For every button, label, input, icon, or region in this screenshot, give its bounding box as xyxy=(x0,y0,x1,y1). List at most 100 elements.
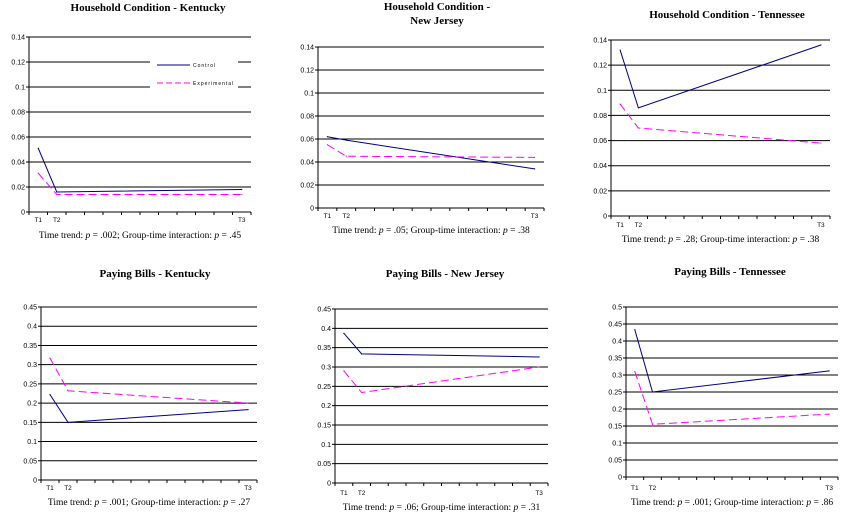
data-point-control-t3 xyxy=(247,409,249,411)
data-point-control-t1 xyxy=(37,147,39,149)
data-point-experimental-t1 xyxy=(49,357,51,359)
y-tick-label: 0 xyxy=(327,481,331,488)
y-tick-label: 0.08 xyxy=(300,114,314,121)
time-trend-value: = .002 xyxy=(90,231,117,241)
x-tick-label: T1 xyxy=(324,213,332,220)
y-tick-label: 0.1 xyxy=(27,439,37,446)
data-point-experimental-t3 xyxy=(533,156,536,158)
p-symbol: p xyxy=(805,498,811,508)
data-point-experimental-t3 xyxy=(820,142,822,144)
data-point-control-t2 xyxy=(651,391,654,393)
y-tick-label: 0 xyxy=(21,210,25,217)
x-tick-label: T2 xyxy=(635,222,643,229)
legend-label-experimental: Experimental xyxy=(193,81,234,87)
chart-title: Paying Bills - Kentucky xyxy=(100,268,211,280)
series-line-experimental xyxy=(619,103,821,144)
p-symbol: p xyxy=(213,231,219,241)
chart-4: Paying Bills - Kentucky 0 0.05 0.1 0.15 0.2 0.… xyxy=(23,268,258,508)
interaction-value: = .27 xyxy=(228,498,250,508)
footnote: Time trend: p = .05; Group-time interact… xyxy=(332,226,530,236)
chart-5: Paying Bills - New Jersey 0 0.05 0.1 0.15 0.2… xyxy=(317,268,549,513)
interaction-label: ; Group-time interaction: xyxy=(416,503,513,513)
y-tick-label: 0.02 xyxy=(11,185,25,192)
interaction-label: ; Group-time interaction: xyxy=(709,498,806,508)
y-tick-label: 0.1 xyxy=(321,442,331,449)
footnote: Time trend: p = .001; Group-time interac… xyxy=(48,498,250,508)
data-point-experimental-t2 xyxy=(651,423,654,425)
x-tick-label: T2 xyxy=(358,490,366,497)
series-line-control xyxy=(49,394,249,423)
data-point-experimental-t1 xyxy=(634,371,636,373)
series-line-control xyxy=(634,329,830,393)
interaction-label: ; Group-time interaction: xyxy=(117,231,214,241)
interaction-value: = .45 xyxy=(219,231,241,241)
y-tick-label: 0.2 xyxy=(321,403,331,410)
series-line-experimental xyxy=(343,366,540,394)
series-line-experimental xyxy=(634,371,830,425)
data-point-control-t2 xyxy=(345,139,347,141)
time-trend-label: Time trend: xyxy=(343,503,390,513)
data-point-experimental-t2 xyxy=(637,127,639,129)
y-tick-label: 0.25 xyxy=(608,390,622,397)
series-line-control xyxy=(37,148,242,193)
x-tick-label: T2 xyxy=(53,217,61,224)
y-tick-label: 0.35 xyxy=(317,345,331,352)
series-line-control xyxy=(327,136,535,170)
chart-title: New Jersey xyxy=(410,15,464,27)
p-symbol: p xyxy=(667,235,673,245)
y-tick-label: 0.08 xyxy=(593,113,607,120)
chart-title: Household Condition - Kentucky xyxy=(71,2,226,14)
footnote: Time trend: p = .06; Group-time interact… xyxy=(343,503,541,513)
y-tick-label: 0.4 xyxy=(612,339,622,346)
y-tick-label: 0.12 xyxy=(593,63,607,70)
data-point-control-t2 xyxy=(361,353,363,355)
legend-label-control: Control xyxy=(193,63,216,69)
y-tick-label: 0.5 xyxy=(612,305,622,312)
y-tick-label: 0.15 xyxy=(608,424,622,431)
y-tick-label: 0.45 xyxy=(608,322,622,329)
data-point-control-t3 xyxy=(820,44,822,46)
time-trend-value: = .28 xyxy=(673,235,695,245)
data-point-experimental-t1 xyxy=(619,103,621,105)
y-tick-label: 0.04 xyxy=(300,160,314,167)
y-tick-label: 0.05 xyxy=(608,458,622,465)
p-symbol: p xyxy=(222,498,228,508)
data-point-experimental-t3 xyxy=(538,366,540,368)
data-point-experimental-t3 xyxy=(828,413,830,415)
data-point-control-t1 xyxy=(326,136,329,138)
series-line-control xyxy=(619,44,822,109)
chart-3: Household Condition - Tennessee 0 0.02 0.04… xyxy=(593,9,831,245)
y-tick-label: 0.08 xyxy=(11,110,25,117)
x-tick-label: T1 xyxy=(340,490,348,497)
p-symbol: p xyxy=(85,231,91,241)
x-tick-label: T1 xyxy=(631,485,639,492)
y-tick-label: 0.06 xyxy=(593,138,607,145)
y-tick-label: 0.2 xyxy=(27,401,37,408)
y-tick-label: 0.1 xyxy=(612,441,622,448)
chart-title: Household Condition - xyxy=(384,1,491,13)
series-line-experimental xyxy=(327,144,535,158)
y-tick-label: 0.3 xyxy=(612,373,622,380)
y-tick-label: 0.14 xyxy=(300,45,314,52)
x-tick-label: T3 xyxy=(825,485,833,492)
y-tick-label: 0.3 xyxy=(321,365,331,372)
y-tick-label: 0.02 xyxy=(300,183,314,190)
p-symbol: p xyxy=(677,498,683,508)
y-tick-label: 0.3 xyxy=(27,362,37,369)
data-point-experimental-t2 xyxy=(67,390,69,392)
interaction-value: = .31 xyxy=(518,503,540,513)
data-point-control-t3 xyxy=(538,356,540,358)
y-tick-label: 0 xyxy=(33,478,37,485)
data-point-control-t3 xyxy=(828,370,830,372)
chart-title: Paying Bills - New Jersey xyxy=(386,268,505,280)
data-point-control-t1 xyxy=(634,329,636,331)
x-tick-label: T3 xyxy=(244,485,252,492)
chart-2: Household Condition - New Jersey 0 0.02 0.04… xyxy=(300,1,545,236)
data-point-control-t2 xyxy=(637,107,639,109)
p-symbol: p xyxy=(502,226,508,236)
x-tick-label: T2 xyxy=(64,485,72,492)
y-tick-label: 0.06 xyxy=(300,137,314,144)
interaction-label: ; Group-time interaction: xyxy=(126,498,223,508)
interaction-value: = .86 xyxy=(811,498,833,508)
